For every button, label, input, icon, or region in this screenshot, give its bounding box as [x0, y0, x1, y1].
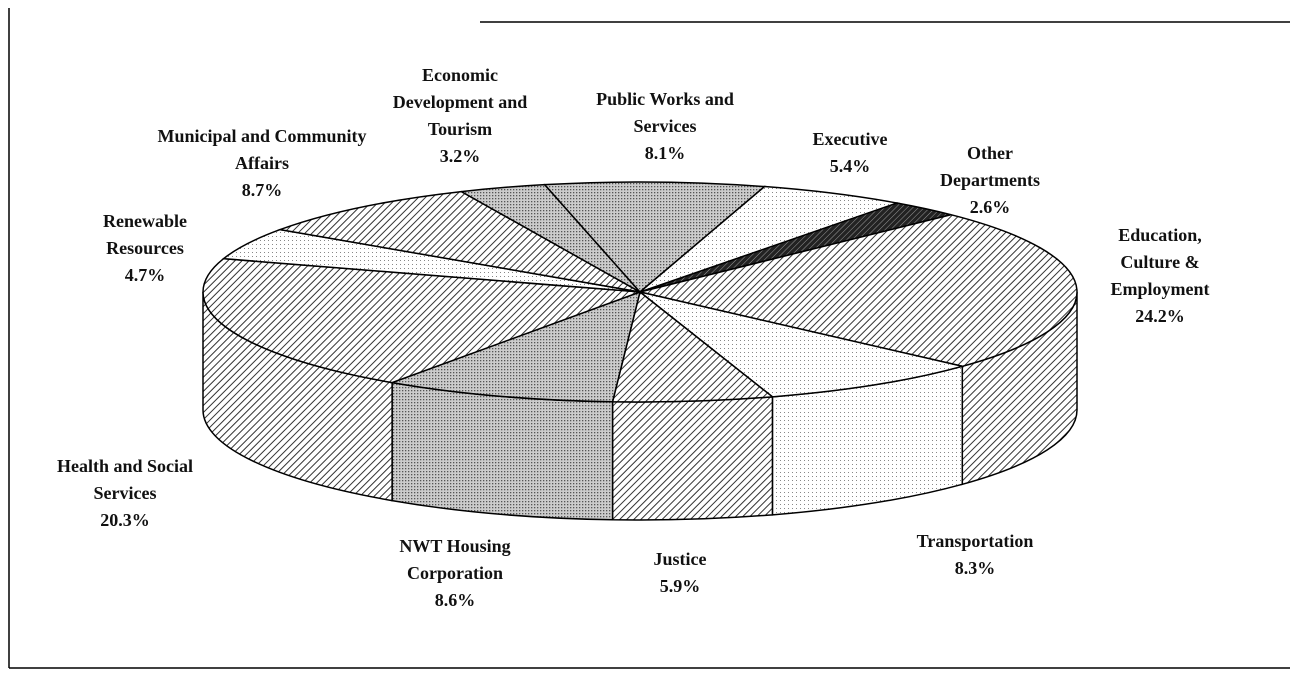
value-label: 4.7%	[124, 265, 166, 285]
category-name: NWT Housing Corporation	[399, 536, 511, 583]
category-name: Economic Development and Tourism	[392, 65, 528, 139]
category-name: Public Works and Services	[596, 89, 734, 136]
slice	[543, 181, 767, 294]
slice-label: Public Works and Services 8.1%	[590, 86, 740, 167]
value-label: 8.1%	[644, 143, 686, 163]
slice-side	[391, 381, 614, 521]
slice-label: Education, Culture & Employment 24.2%	[1098, 222, 1223, 330]
slice-label: Transportation 8.3%	[875, 528, 1075, 582]
slice-label: Renewable Resources 4.7%	[85, 208, 205, 289]
slice-label: NWT Housing Corporation 8.6%	[375, 533, 535, 614]
slice	[639, 291, 963, 398]
slice-label: Other Departments 2.6%	[920, 140, 1060, 221]
value-label: 2.6%	[969, 197, 1011, 217]
category-name: Education, Culture & Employment	[1110, 225, 1210, 299]
slice	[639, 213, 1078, 368]
slice	[202, 257, 641, 384]
slice-label: Health and Social Services 20.3%	[48, 453, 203, 534]
value-label: 20.3%	[100, 510, 150, 530]
value-label: 5.4%	[829, 156, 871, 176]
slice	[389, 290, 642, 403]
slice-label: Municipal and Community Affairs 8.7%	[155, 123, 370, 204]
category-name: Other Departments	[940, 143, 1040, 190]
slice-side	[611, 396, 774, 521]
value-label: 8.3%	[954, 558, 996, 578]
slice-label: Justice 5.9%	[630, 546, 730, 600]
category-name: Transportation	[916, 531, 1034, 551]
slice-label: Economic Development and Tourism 3.2%	[370, 62, 550, 170]
value-label: 24.2%	[1135, 306, 1185, 326]
slice	[277, 190, 641, 293]
category-name: Health and Social Services	[56, 456, 194, 503]
category-name: Executive	[812, 129, 888, 149]
slice-label: Executive 5.4%	[790, 126, 910, 180]
slice	[639, 185, 900, 293]
value-label: 3.2%	[439, 146, 481, 166]
value-label: 8.6%	[434, 590, 476, 610]
slice	[611, 290, 775, 403]
category-name: Municipal and Community Affairs	[157, 126, 367, 173]
category-name: Justice	[653, 549, 707, 569]
category-name: Renewable Resources	[103, 211, 187, 258]
value-label: 8.7%	[241, 180, 283, 200]
value-label: 5.9%	[659, 576, 701, 596]
